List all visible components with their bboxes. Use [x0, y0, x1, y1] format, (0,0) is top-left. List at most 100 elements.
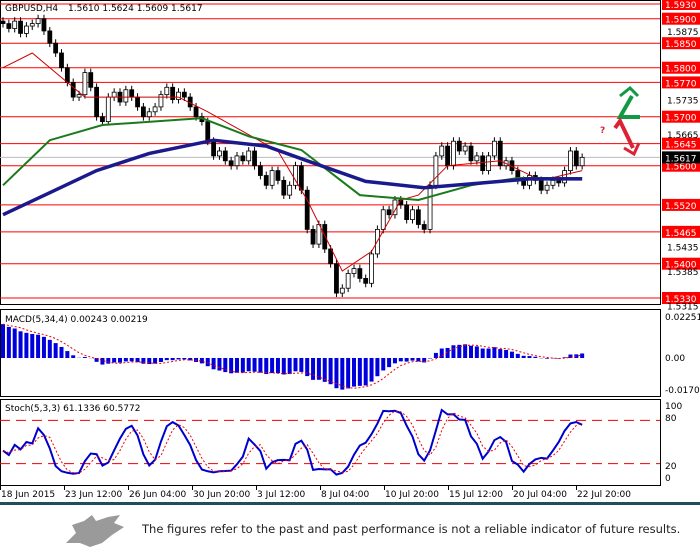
macd-bar [141, 358, 146, 364]
candle [252, 150, 257, 167]
macd-bar [258, 358, 263, 373]
macd-bar [12, 328, 17, 358]
macd-bar [112, 358, 117, 363]
macd-bar [469, 345, 473, 358]
candle [82, 72, 88, 96]
price-tick: 1.5735 [667, 97, 699, 107]
candle [64, 67, 70, 83]
macd-bar [36, 334, 41, 358]
candle [35, 18, 41, 25]
macd-bar [270, 358, 275, 374]
candle [369, 253, 374, 284]
stoch-tick-80: 80 [665, 414, 677, 424]
date-label: 8 Jul 04:00 [321, 490, 370, 500]
candle [497, 140, 503, 167]
current-price-label: 1.5617 [665, 154, 697, 164]
price-tick: 1.5385 [667, 268, 699, 278]
level-label: 1.5700 [665, 114, 697, 124]
candle [451, 140, 456, 167]
candle [152, 106, 158, 113]
macd-bar [504, 349, 509, 358]
candle [140, 106, 146, 118]
macd-max: 0.02251 [665, 313, 700, 323]
candle [29, 23, 35, 27]
date-label: 15 Jul 12:00 [449, 490, 503, 500]
bull-bear-logo-icon [66, 515, 124, 547]
level-label-bg [662, 76, 700, 89]
candle [246, 150, 252, 162]
macd-bar [106, 358, 111, 364]
macd-bar [328, 358, 333, 385]
candle [445, 145, 451, 167]
macd-bar [223, 358, 228, 373]
macd-bar [65, 351, 70, 358]
candle [176, 91, 181, 100]
price-tick: 1.5875 [667, 28, 699, 38]
candle [410, 209, 415, 221]
candle [76, 94, 82, 98]
macd-bar [94, 358, 99, 362]
candle [222, 150, 228, 162]
candle [164, 86, 170, 96]
macd-bar [299, 358, 304, 372]
macd-bar [363, 358, 368, 386]
macd-bar [521, 355, 526, 358]
macd-bar [352, 358, 356, 387]
candle [421, 224, 427, 230]
macd-bar [293, 358, 298, 372]
price-chart[interactable]: 1.5930 1.5900 1.5850 1.5800 1.5770 1.5700 1.56… [0, 0, 700, 502]
macd-bar [199, 358, 204, 364]
macd-bar [398, 358, 403, 362]
candle [129, 89, 135, 98]
stoch-tick-0: 0 [665, 474, 671, 484]
candle [234, 155, 240, 167]
candle [257, 165, 263, 176]
macd-bar [24, 332, 29, 358]
macd-bar [153, 358, 158, 364]
macd-bar [205, 358, 210, 367]
ma-slow-line [2, 138, 583, 217]
candle [433, 155, 439, 186]
candle [474, 155, 480, 162]
level-label: 1.5330 [665, 295, 697, 305]
macd-bar [311, 358, 316, 380]
macd-bar [498, 349, 503, 358]
candle [281, 179, 287, 196]
candle [275, 170, 281, 181]
macd-bar [463, 344, 468, 358]
stoch-label: Stoch(5,3,3) 61.1336 60.5772 [5, 404, 140, 414]
macd-bar [562, 357, 567, 358]
candle [263, 175, 269, 186]
stoch-k-line [2, 408, 583, 476]
candle [339, 287, 345, 294]
level-label-bg [662, 198, 700, 211]
macd-bar [100, 358, 105, 365]
candle [328, 248, 334, 265]
macd-bar [422, 358, 427, 363]
macd-bar [229, 358, 234, 374]
macd-bar [346, 358, 351, 389]
macd-bar [457, 344, 462, 358]
macd-bar [527, 356, 532, 358]
macd-bar [392, 358, 397, 364]
macd-bar [439, 348, 444, 358]
ma-fast-line [2, 52, 583, 272]
date-label: 26 Jun 04:00 [129, 490, 186, 500]
candle [59, 52, 64, 69]
level-label-bg [662, 225, 700, 238]
candle [88, 72, 94, 88]
candle [480, 155, 486, 171]
date-label: 23 Jun 12:00 [65, 490, 122, 500]
candle [211, 140, 217, 157]
macd-bar [492, 347, 497, 358]
candle [386, 209, 392, 216]
candle [556, 179, 562, 184]
candle [293, 165, 298, 186]
macd-bar [281, 358, 286, 375]
date-label: 20 Jul 04:00 [513, 490, 567, 500]
candle [491, 140, 497, 157]
macd-bar [164, 358, 169, 361]
candle [310, 228, 316, 245]
macd-bar [71, 355, 76, 358]
macd-bar [451, 345, 456, 358]
